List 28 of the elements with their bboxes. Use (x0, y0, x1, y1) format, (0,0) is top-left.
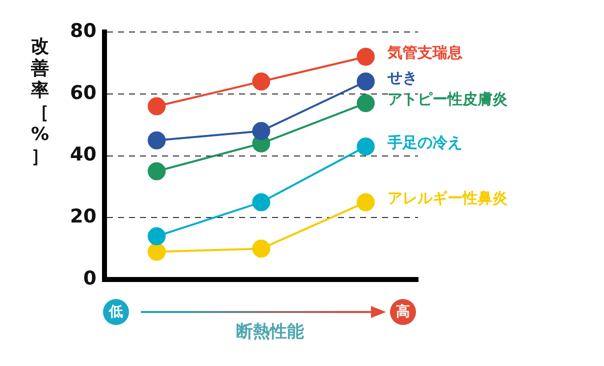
point (356, 193, 375, 212)
point (252, 193, 270, 212)
y-axis-title: 改善率［%］ (30, 36, 50, 168)
series-label: 気管支瑞息 (386, 44, 464, 62)
point (356, 94, 375, 112)
y-tick-label: 60 (70, 82, 96, 104)
point (148, 162, 166, 180)
series-label: 手足の冷え (386, 133, 463, 152)
series-label: アレルギー性鼻炎 (388, 189, 508, 208)
series-label: せき (386, 68, 418, 86)
point (252, 122, 270, 140)
low-label-circle: 低 (103, 299, 129, 325)
point (356, 48, 375, 66)
point (356, 72, 375, 91)
x-axis-title: 断熱性能 (235, 321, 305, 343)
series-label: アトピー性皮膚炎 (388, 90, 508, 108)
point (356, 138, 375, 156)
y-tick-label: 20 (70, 206, 96, 228)
point (252, 240, 270, 258)
point (252, 72, 270, 91)
y-tick-label: 80 (70, 20, 96, 42)
point (148, 97, 166, 116)
point (148, 227, 166, 246)
y-tick-label: 40 (70, 144, 96, 166)
y-tick-label: 0 (83, 268, 96, 290)
high-label-circle: 高 (390, 299, 416, 325)
point (148, 131, 166, 150)
point (148, 242, 166, 261)
